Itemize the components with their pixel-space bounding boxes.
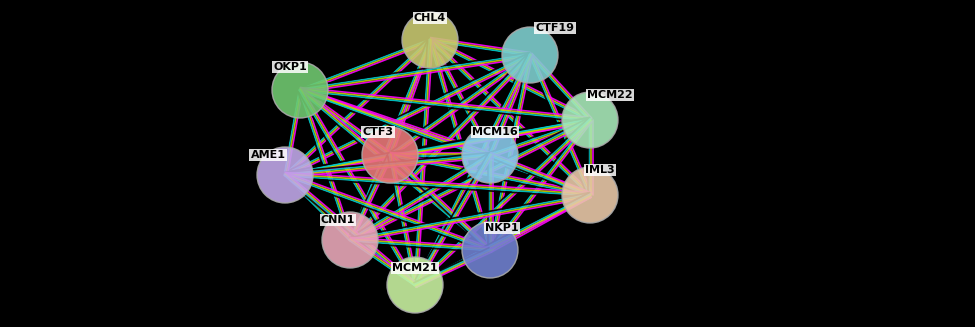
Circle shape (362, 127, 418, 183)
Text: CNN1: CNN1 (321, 215, 355, 225)
Circle shape (462, 127, 518, 183)
Text: IML3: IML3 (585, 165, 615, 175)
Circle shape (502, 27, 558, 83)
Text: AME1: AME1 (251, 150, 286, 160)
Circle shape (562, 92, 618, 148)
Text: OKP1: OKP1 (273, 62, 307, 72)
Circle shape (462, 222, 518, 278)
Text: MCM22: MCM22 (587, 90, 633, 100)
Text: CTF3: CTF3 (363, 127, 394, 137)
Text: MCM21: MCM21 (392, 263, 438, 273)
Text: NKP1: NKP1 (486, 223, 519, 233)
Circle shape (272, 62, 328, 118)
Circle shape (402, 12, 458, 68)
Text: MCM16: MCM16 (472, 127, 518, 137)
Text: CTF19: CTF19 (535, 23, 574, 33)
Circle shape (322, 212, 378, 268)
Circle shape (387, 257, 443, 313)
Circle shape (562, 167, 618, 223)
Text: CHL4: CHL4 (413, 13, 447, 23)
Circle shape (257, 147, 313, 203)
